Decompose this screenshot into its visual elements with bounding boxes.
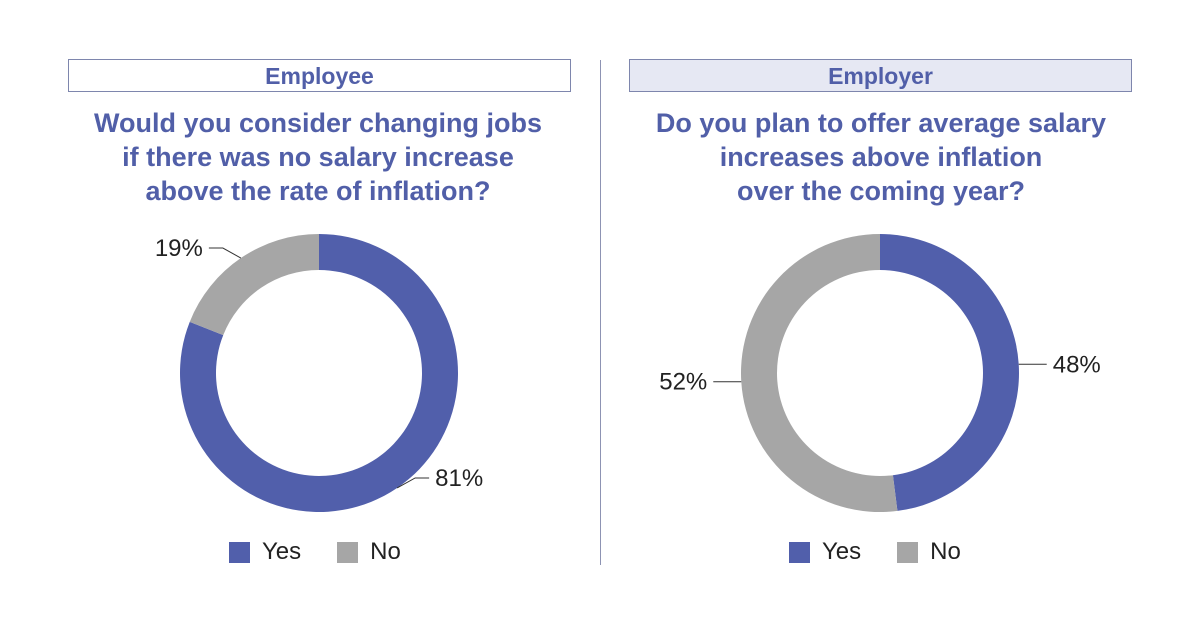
chart-title: Do you plan to offer average salary incr… [655,108,1107,206]
panel-label: Employer [629,59,1132,92]
legend: Yes No [229,538,437,566]
employee-panel: Employee Would you consider changing job… [0,0,600,628]
legend-label-no: No [930,538,961,565]
legend: Yes No [789,538,997,566]
data-label-no: 19% [155,235,203,262]
legend-swatch-no [897,541,919,563]
leader-line-no [208,247,242,259]
legend-swatch-yes [789,541,810,563]
legend-label-yes: Yes [822,538,862,565]
legend-item-yes: Yes [789,538,861,566]
legend-label-yes: Yes [262,538,302,565]
legend-swatch-no [337,541,359,563]
donut-chart: 48% 52% [659,234,1101,512]
legend-item-no: No [897,538,961,566]
panel-label: Employee [68,59,571,92]
legend-item-yes: Yes [229,538,301,566]
data-label-yes: 81% [435,465,483,492]
legend-item-no: No [337,538,401,566]
legend-swatch-yes [229,541,250,563]
employer-panel: Employer Do you plan to offer average sa… [601,0,1201,628]
chart-title: Would you consider changing jobs if ther… [93,108,543,206]
data-label-yes: 48% [1053,351,1101,378]
donut-slice-no [740,234,898,512]
donut-slice-yes [880,234,1019,511]
panel-divider [600,60,601,565]
legend-label-no: No [370,538,401,565]
leader-line-yes [396,477,430,489]
donut-chart: 81% 19% [155,234,483,513]
donut-slice-no [189,234,319,336]
data-label-no: 52% [659,369,707,396]
